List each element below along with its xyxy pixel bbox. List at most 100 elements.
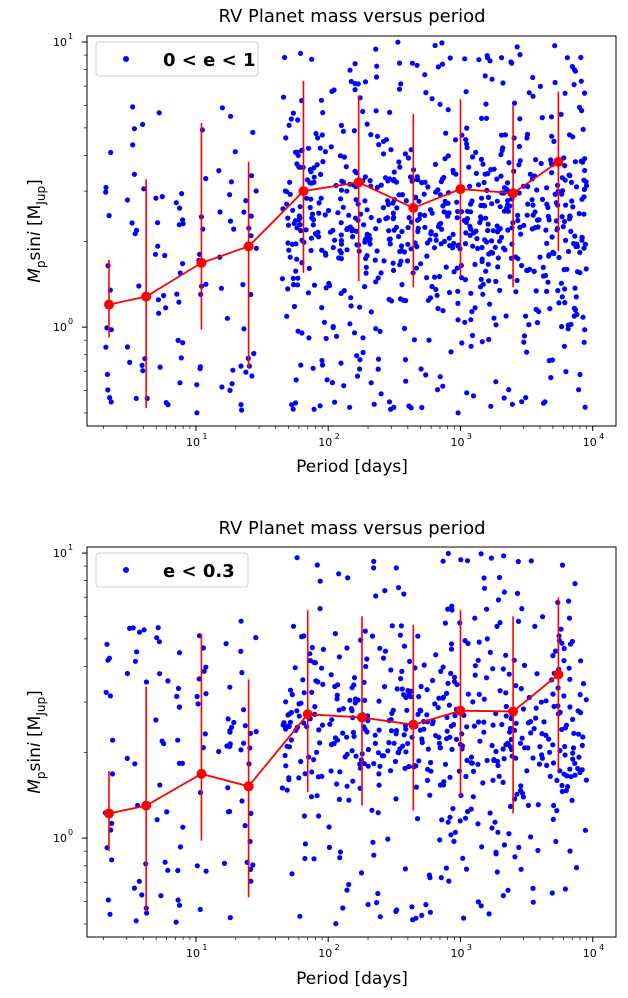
data-point [530, 885, 536, 892]
data-point [493, 849, 499, 855]
data-point [471, 723, 477, 729]
data-point [232, 149, 238, 155]
data-point [308, 180, 315, 186]
data-point [223, 641, 229, 647]
data-point [501, 553, 507, 559]
data-point [316, 234, 322, 240]
data-point [475, 182, 482, 188]
data-point [386, 296, 392, 302]
data-point [333, 333, 340, 339]
data-point [521, 662, 528, 669]
data-point [544, 240, 550, 246]
data-point [154, 817, 160, 823]
data-point [367, 241, 373, 247]
data-point [332, 237, 338, 243]
data-point [395, 750, 402, 756]
x-tick-exponent: 2 [335, 943, 340, 952]
data-point [493, 322, 499, 328]
data-point [444, 690, 450, 697]
data-point [124, 755, 130, 762]
data-point [573, 294, 579, 300]
data-point [471, 230, 477, 236]
data-point [451, 240, 457, 246]
data-point [477, 219, 483, 226]
median-marker [243, 781, 254, 792]
data-point [294, 149, 300, 155]
data-point [415, 711, 421, 718]
data-point [572, 760, 578, 767]
data-point [109, 857, 115, 863]
data-point [566, 598, 572, 604]
data-point [489, 238, 495, 244]
data-point [524, 212, 530, 218]
error-bars [108, 81, 560, 409]
y-tick-label: 10 [53, 321, 67, 334]
data-point [174, 291, 180, 297]
data-point [562, 886, 569, 892]
data-point [502, 132, 508, 138]
data-point [539, 196, 546, 202]
data-point [392, 758, 399, 765]
data-point [457, 818, 463, 824]
data-point [249, 373, 255, 379]
data-point [543, 698, 549, 704]
data-point [550, 760, 557, 766]
data-point [382, 684, 388, 690]
data-point [289, 402, 295, 408]
data-point [433, 237, 439, 243]
x-tick-exponent: 3 [467, 432, 472, 441]
data-point [311, 165, 317, 171]
data-point [308, 794, 315, 800]
legend: 0 < e < 1 [95, 41, 259, 77]
data-point [107, 693, 113, 699]
data-point [437, 745, 443, 751]
data-point [201, 668, 207, 674]
data-point [313, 678, 319, 684]
data-point [388, 406, 394, 412]
data-point [295, 328, 301, 334]
data-point [565, 326, 571, 332]
data-point [518, 231, 524, 237]
data-point [401, 325, 408, 332]
data-point [372, 740, 378, 746]
data-point [433, 189, 439, 195]
data-point [401, 591, 407, 597]
data-point [422, 179, 428, 185]
data-point [501, 589, 507, 595]
data-point [444, 728, 450, 734]
data-point [499, 721, 505, 728]
data-point [556, 254, 562, 261]
data-point [479, 115, 485, 121]
data-point [327, 721, 333, 727]
data-point [285, 712, 291, 718]
data-point [362, 79, 369, 85]
data-point [352, 87, 358, 93]
data-point [313, 130, 319, 137]
data-point [105, 263, 111, 269]
data-point [302, 841, 308, 847]
data-point [451, 674, 458, 680]
data-point [176, 299, 182, 305]
data-point [572, 285, 578, 291]
y-tick-exponent: 0 [68, 828, 73, 837]
data-point [178, 355, 184, 361]
data-point [309, 689, 315, 695]
data-point [565, 248, 572, 255]
data-point [476, 639, 482, 645]
data-point [319, 132, 325, 138]
data-point [476, 691, 482, 698]
x-tick-exponent: 3 [467, 943, 472, 952]
data-point [445, 550, 451, 557]
data-point [225, 716, 231, 722]
data-point [509, 753, 515, 759]
data-point [299, 634, 305, 640]
data-point [362, 198, 368, 204]
data-point [408, 147, 414, 153]
data-point [401, 643, 408, 649]
data-point [199, 127, 205, 133]
median-marker [243, 241, 254, 252]
data-point [424, 253, 430, 259]
data-point [562, 90, 568, 96]
data-point [486, 911, 492, 917]
x-axis-label: Period [days] [296, 969, 408, 989]
